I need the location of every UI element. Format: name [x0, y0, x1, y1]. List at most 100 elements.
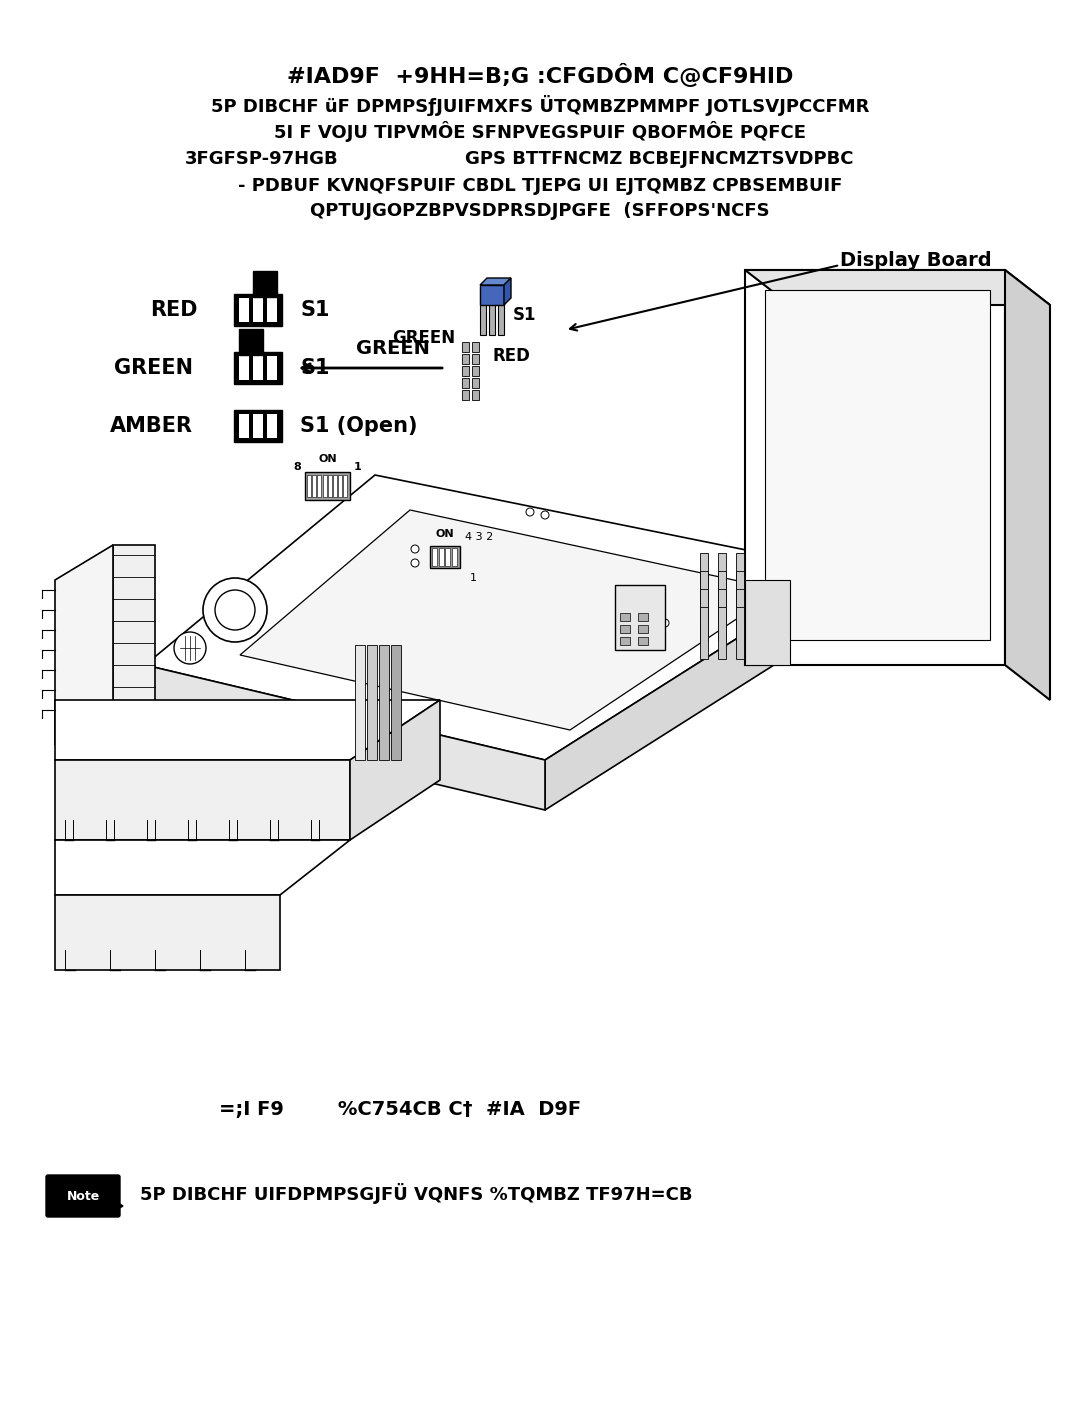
- Bar: [498, 287, 504, 335]
- Bar: [234, 294, 282, 326]
- Bar: [638, 613, 648, 621]
- Polygon shape: [745, 270, 1050, 305]
- Bar: [462, 378, 469, 388]
- Text: Display Board: Display Board: [840, 250, 991, 270]
- Text: 5P DIBCHF UIFDPMPSGJFÜ VQNFS %TQMBZ TF97H=CB: 5P DIBCHF UIFDPMPSGJFÜ VQNFS %TQMBZ TF97…: [140, 1182, 692, 1203]
- Bar: [462, 366, 469, 376]
- Text: S1: S1: [300, 359, 329, 378]
- Bar: [234, 352, 282, 384]
- Text: 5P DIBCHF üF DPMPSƒJUIFMXFS ÜTQMBZPMMPF JOTLSVJPCCFMR: 5P DIBCHF üF DPMPSƒJUIFMXFS ÜTQMBZPMMPF …: [211, 95, 869, 116]
- Bar: [638, 637, 648, 645]
- Polygon shape: [480, 278, 511, 285]
- Polygon shape: [350, 700, 440, 840]
- Bar: [445, 548, 450, 566]
- Bar: [338, 474, 342, 497]
- Circle shape: [411, 559, 419, 568]
- Bar: [305, 472, 350, 500]
- Bar: [718, 570, 726, 623]
- Bar: [253, 414, 264, 438]
- Bar: [700, 554, 708, 604]
- Bar: [620, 626, 630, 633]
- Polygon shape: [55, 700, 440, 760]
- Bar: [253, 298, 264, 322]
- Bar: [312, 474, 316, 497]
- Bar: [438, 548, 444, 566]
- Circle shape: [174, 633, 206, 664]
- Circle shape: [411, 545, 419, 554]
- Bar: [253, 356, 264, 380]
- Bar: [462, 390, 469, 400]
- Text: QPTUJGOPZBPVSDPRSDJPGFE  (SFFOPS'NCFS: QPTUJGOPZBPVSDPRSDJPGFE (SFFOPS'NCFS: [310, 202, 770, 220]
- Bar: [472, 342, 480, 352]
- Bar: [267, 298, 276, 322]
- Bar: [267, 356, 276, 380]
- Bar: [735, 589, 744, 641]
- Polygon shape: [55, 895, 280, 970]
- Text: ON: ON: [319, 455, 337, 465]
- Polygon shape: [745, 580, 789, 665]
- Bar: [472, 378, 480, 388]
- Bar: [391, 645, 401, 760]
- Polygon shape: [545, 570, 845, 810]
- Polygon shape: [745, 270, 1005, 665]
- Bar: [700, 589, 708, 641]
- Text: RED: RED: [492, 347, 530, 364]
- Polygon shape: [504, 278, 511, 305]
- Text: 4 3 2: 4 3 2: [465, 532, 494, 542]
- Polygon shape: [765, 289, 990, 640]
- Text: RED: RED: [150, 299, 198, 321]
- Circle shape: [661, 618, 669, 627]
- Bar: [307, 474, 311, 497]
- Bar: [239, 298, 249, 322]
- Bar: [430, 546, 460, 568]
- Bar: [239, 414, 249, 438]
- Bar: [472, 390, 480, 400]
- Text: S1: S1: [300, 299, 329, 321]
- Polygon shape: [145, 665, 545, 810]
- Bar: [239, 356, 249, 380]
- Bar: [615, 585, 665, 650]
- Bar: [343, 474, 348, 497]
- Bar: [234, 409, 282, 442]
- Text: 3FGFSP-97HGB: 3FGFSP-97HGB: [185, 150, 339, 168]
- Bar: [367, 645, 377, 760]
- Polygon shape: [240, 510, 780, 730]
- Text: #IAD9F  +9HH=B;G :CFGDÔM C@CF9HID: #IAD9F +9HH=B;G :CFGDÔM C@CF9HID: [287, 64, 793, 88]
- Circle shape: [526, 508, 534, 515]
- Bar: [700, 607, 708, 659]
- Bar: [462, 354, 469, 364]
- Bar: [480, 287, 486, 335]
- Polygon shape: [480, 285, 504, 305]
- Text: GREEN: GREEN: [114, 359, 193, 378]
- Bar: [718, 589, 726, 641]
- Bar: [432, 548, 437, 566]
- Bar: [489, 287, 495, 335]
- Bar: [718, 554, 726, 604]
- Circle shape: [541, 511, 549, 520]
- Polygon shape: [113, 545, 156, 710]
- Bar: [472, 366, 480, 376]
- Bar: [620, 613, 630, 621]
- Bar: [253, 271, 276, 297]
- Bar: [379, 645, 389, 760]
- Text: S1 (Open): S1 (Open): [300, 417, 418, 436]
- Bar: [239, 329, 264, 354]
- Polygon shape: [145, 474, 845, 760]
- Polygon shape: [108, 1197, 123, 1214]
- Bar: [462, 342, 469, 352]
- Text: AMBER: AMBER: [110, 417, 193, 436]
- Bar: [638, 626, 648, 633]
- Bar: [735, 570, 744, 623]
- Circle shape: [215, 590, 255, 630]
- Text: =;I F9        %C754CB C†  #IA  D9F: =;I F9 %C754CB C† #IA D9F: [219, 1100, 581, 1120]
- Text: 8: 8: [294, 462, 301, 472]
- Text: GPS BTTFNCMZ BCBEJFNCMZTSVDPBC: GPS BTTFNCMZ BCBEJFNCMZTSVDPBC: [465, 150, 853, 168]
- Circle shape: [656, 614, 664, 623]
- Polygon shape: [55, 545, 113, 746]
- Text: Note: Note: [66, 1190, 99, 1203]
- Bar: [318, 474, 322, 497]
- Text: - PDBUF KVNQFSPUIF CBDL TJEPG UI EJTQMBZ CPBSEMBUIF: - PDBUF KVNQFSPUIF CBDL TJEPG UI EJTQMBZ…: [238, 176, 842, 195]
- Bar: [472, 354, 480, 364]
- Circle shape: [203, 578, 267, 642]
- Bar: [328, 474, 332, 497]
